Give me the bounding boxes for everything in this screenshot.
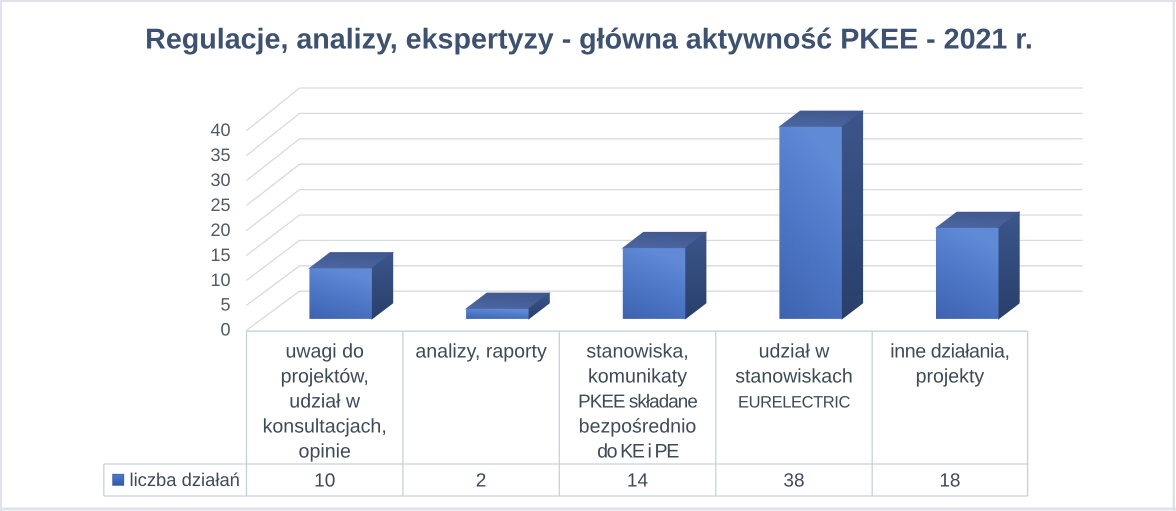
svg-text:2: 2 — [476, 471, 487, 492]
svg-text:udział w: udział w — [289, 391, 361, 413]
svg-text:14: 14 — [627, 471, 649, 492]
svg-text:EURELECTRIC: EURELECTRIC — [738, 394, 851, 412]
svg-text:stanowiskach: stanowiskach — [735, 366, 853, 388]
svg-text:18: 18 — [939, 471, 960, 492]
svg-text:analizy, raporty: analizy, raporty — [415, 341, 547, 363]
svg-text:bezpośrednio: bezpośrednio — [579, 416, 697, 438]
svg-text:projekty: projekty — [916, 366, 985, 388]
svg-text:stanowiska,: stanowiska, — [586, 341, 688, 363]
svg-text:20: 20 — [210, 220, 230, 240]
svg-text:Regulacje, analizy, ekspertyzy: Regulacje, analizy, ekspertyzy - główna … — [145, 23, 1033, 55]
svg-text:komunikaty: komunikaty — [588, 366, 687, 388]
svg-text:0: 0 — [220, 320, 230, 340]
svg-text:10: 10 — [314, 471, 335, 492]
svg-text:5: 5 — [220, 295, 230, 315]
svg-text:PKEE składane: PKEE składane — [578, 391, 697, 412]
svg-text:liczba działań: liczba działań — [130, 469, 240, 490]
svg-text:35: 35 — [210, 145, 230, 165]
svg-text:25: 25 — [210, 195, 230, 215]
svg-text:udział w: udział w — [759, 341, 831, 363]
svg-text:30: 30 — [210, 170, 230, 190]
svg-text:opinie: opinie — [299, 441, 351, 463]
svg-text:inne działania,: inne działania, — [890, 341, 1009, 363]
svg-text:projektów,: projektów, — [281, 366, 369, 388]
svg-text:uwagi do: uwagi do — [285, 341, 364, 363]
svg-text:10: 10 — [210, 270, 230, 290]
svg-text:38: 38 — [783, 471, 804, 492]
svg-text:do KE i PE: do KE i PE — [597, 441, 679, 463]
svg-text:40: 40 — [210, 120, 230, 140]
svg-text:konsultacjach,: konsultacjach, — [263, 416, 387, 438]
svg-text:15: 15 — [210, 245, 230, 265]
